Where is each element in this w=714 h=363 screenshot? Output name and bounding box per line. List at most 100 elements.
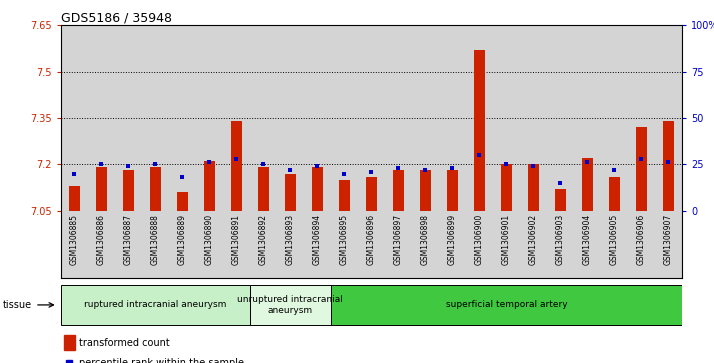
Bar — [385, 25, 412, 211]
Bar — [555, 189, 565, 211]
Bar — [574, 25, 601, 211]
Bar — [196, 211, 223, 278]
Text: GSM1306894: GSM1306894 — [313, 214, 322, 265]
Bar — [331, 25, 358, 211]
Text: GSM1306906: GSM1306906 — [637, 214, 646, 265]
FancyBboxPatch shape — [61, 285, 250, 325]
Bar — [61, 211, 88, 278]
Bar — [169, 25, 196, 211]
Bar — [61, 25, 88, 211]
Text: GSM1306886: GSM1306886 — [96, 214, 106, 265]
Bar — [447, 171, 458, 211]
Bar — [115, 25, 141, 211]
Bar — [528, 164, 539, 211]
Bar — [574, 211, 601, 278]
Bar — [547, 25, 574, 211]
Bar — [493, 211, 520, 278]
FancyBboxPatch shape — [331, 285, 682, 325]
Text: superficial temporal artery: superficial temporal artery — [446, 301, 567, 309]
Bar — [501, 164, 512, 211]
Text: GSM1306903: GSM1306903 — [555, 214, 565, 265]
Bar — [285, 174, 296, 211]
Text: GSM1306890: GSM1306890 — [205, 214, 213, 265]
Bar — [358, 211, 385, 278]
Text: GDS5186 / 35948: GDS5186 / 35948 — [61, 11, 171, 24]
Text: GSM1306885: GSM1306885 — [70, 214, 79, 265]
Text: GSM1306889: GSM1306889 — [178, 214, 187, 265]
Text: tissue: tissue — [3, 300, 54, 310]
Bar — [628, 25, 655, 211]
Text: GSM1306896: GSM1306896 — [367, 214, 376, 265]
Text: GSM1306891: GSM1306891 — [232, 214, 241, 265]
Bar — [223, 25, 250, 211]
Text: GSM1306892: GSM1306892 — [258, 214, 268, 265]
Bar — [141, 25, 169, 211]
Text: GSM1306895: GSM1306895 — [340, 214, 348, 265]
Bar — [628, 211, 655, 278]
Bar — [250, 25, 277, 211]
Bar — [250, 211, 277, 278]
Bar — [466, 25, 493, 211]
Bar — [277, 211, 303, 278]
Bar — [520, 25, 547, 211]
FancyBboxPatch shape — [250, 285, 331, 325]
Bar — [115, 211, 141, 278]
Bar — [141, 211, 169, 278]
Text: percentile rank within the sample: percentile rank within the sample — [79, 358, 244, 363]
Text: GSM1306901: GSM1306901 — [502, 214, 511, 265]
Bar — [655, 211, 682, 278]
Bar — [64, 335, 75, 350]
Text: ruptured intracranial aneurysm: ruptured intracranial aneurysm — [84, 301, 226, 309]
Text: GSM1306900: GSM1306900 — [475, 214, 484, 265]
Text: GSM1306898: GSM1306898 — [421, 214, 430, 265]
Text: GSM1306904: GSM1306904 — [583, 214, 592, 265]
Text: GSM1306902: GSM1306902 — [529, 214, 538, 265]
Bar — [258, 167, 268, 211]
Bar — [547, 211, 574, 278]
Bar — [385, 211, 412, 278]
Bar — [88, 25, 115, 211]
Bar — [303, 25, 331, 211]
Text: GSM1306905: GSM1306905 — [610, 214, 619, 265]
Bar — [366, 176, 377, 211]
Text: GSM1306888: GSM1306888 — [151, 214, 160, 265]
Text: transformed count: transformed count — [79, 338, 170, 347]
Bar — [439, 211, 466, 278]
Bar — [169, 211, 196, 278]
Bar — [474, 50, 485, 211]
Bar — [493, 25, 520, 211]
Bar — [303, 211, 331, 278]
Text: unruptured intracranial
aneurysm: unruptured intracranial aneurysm — [237, 295, 343, 315]
Bar — [655, 25, 682, 211]
Bar — [88, 211, 115, 278]
Bar — [223, 211, 250, 278]
Bar — [358, 25, 385, 211]
Text: GSM1306907: GSM1306907 — [664, 214, 673, 265]
Bar — [96, 167, 106, 211]
Bar — [582, 158, 593, 211]
Bar — [177, 192, 188, 211]
Bar — [123, 171, 134, 211]
Bar — [393, 171, 403, 211]
Bar — [277, 25, 303, 211]
Bar — [601, 25, 628, 211]
Text: GSM1306887: GSM1306887 — [124, 214, 133, 265]
Bar — [203, 161, 215, 211]
Bar — [412, 25, 439, 211]
Text: GSM1306897: GSM1306897 — [394, 214, 403, 265]
Bar — [312, 167, 323, 211]
Bar — [339, 180, 350, 211]
Bar — [663, 121, 674, 211]
Bar — [520, 211, 547, 278]
Bar — [420, 171, 431, 211]
Bar — [196, 25, 223, 211]
Bar — [150, 167, 161, 211]
Bar — [331, 211, 358, 278]
Bar — [69, 186, 79, 211]
Text: GSM1306893: GSM1306893 — [286, 214, 295, 265]
Bar — [636, 127, 647, 211]
Bar — [412, 211, 439, 278]
Bar — [609, 176, 620, 211]
Bar — [601, 211, 628, 278]
Bar — [439, 25, 466, 211]
